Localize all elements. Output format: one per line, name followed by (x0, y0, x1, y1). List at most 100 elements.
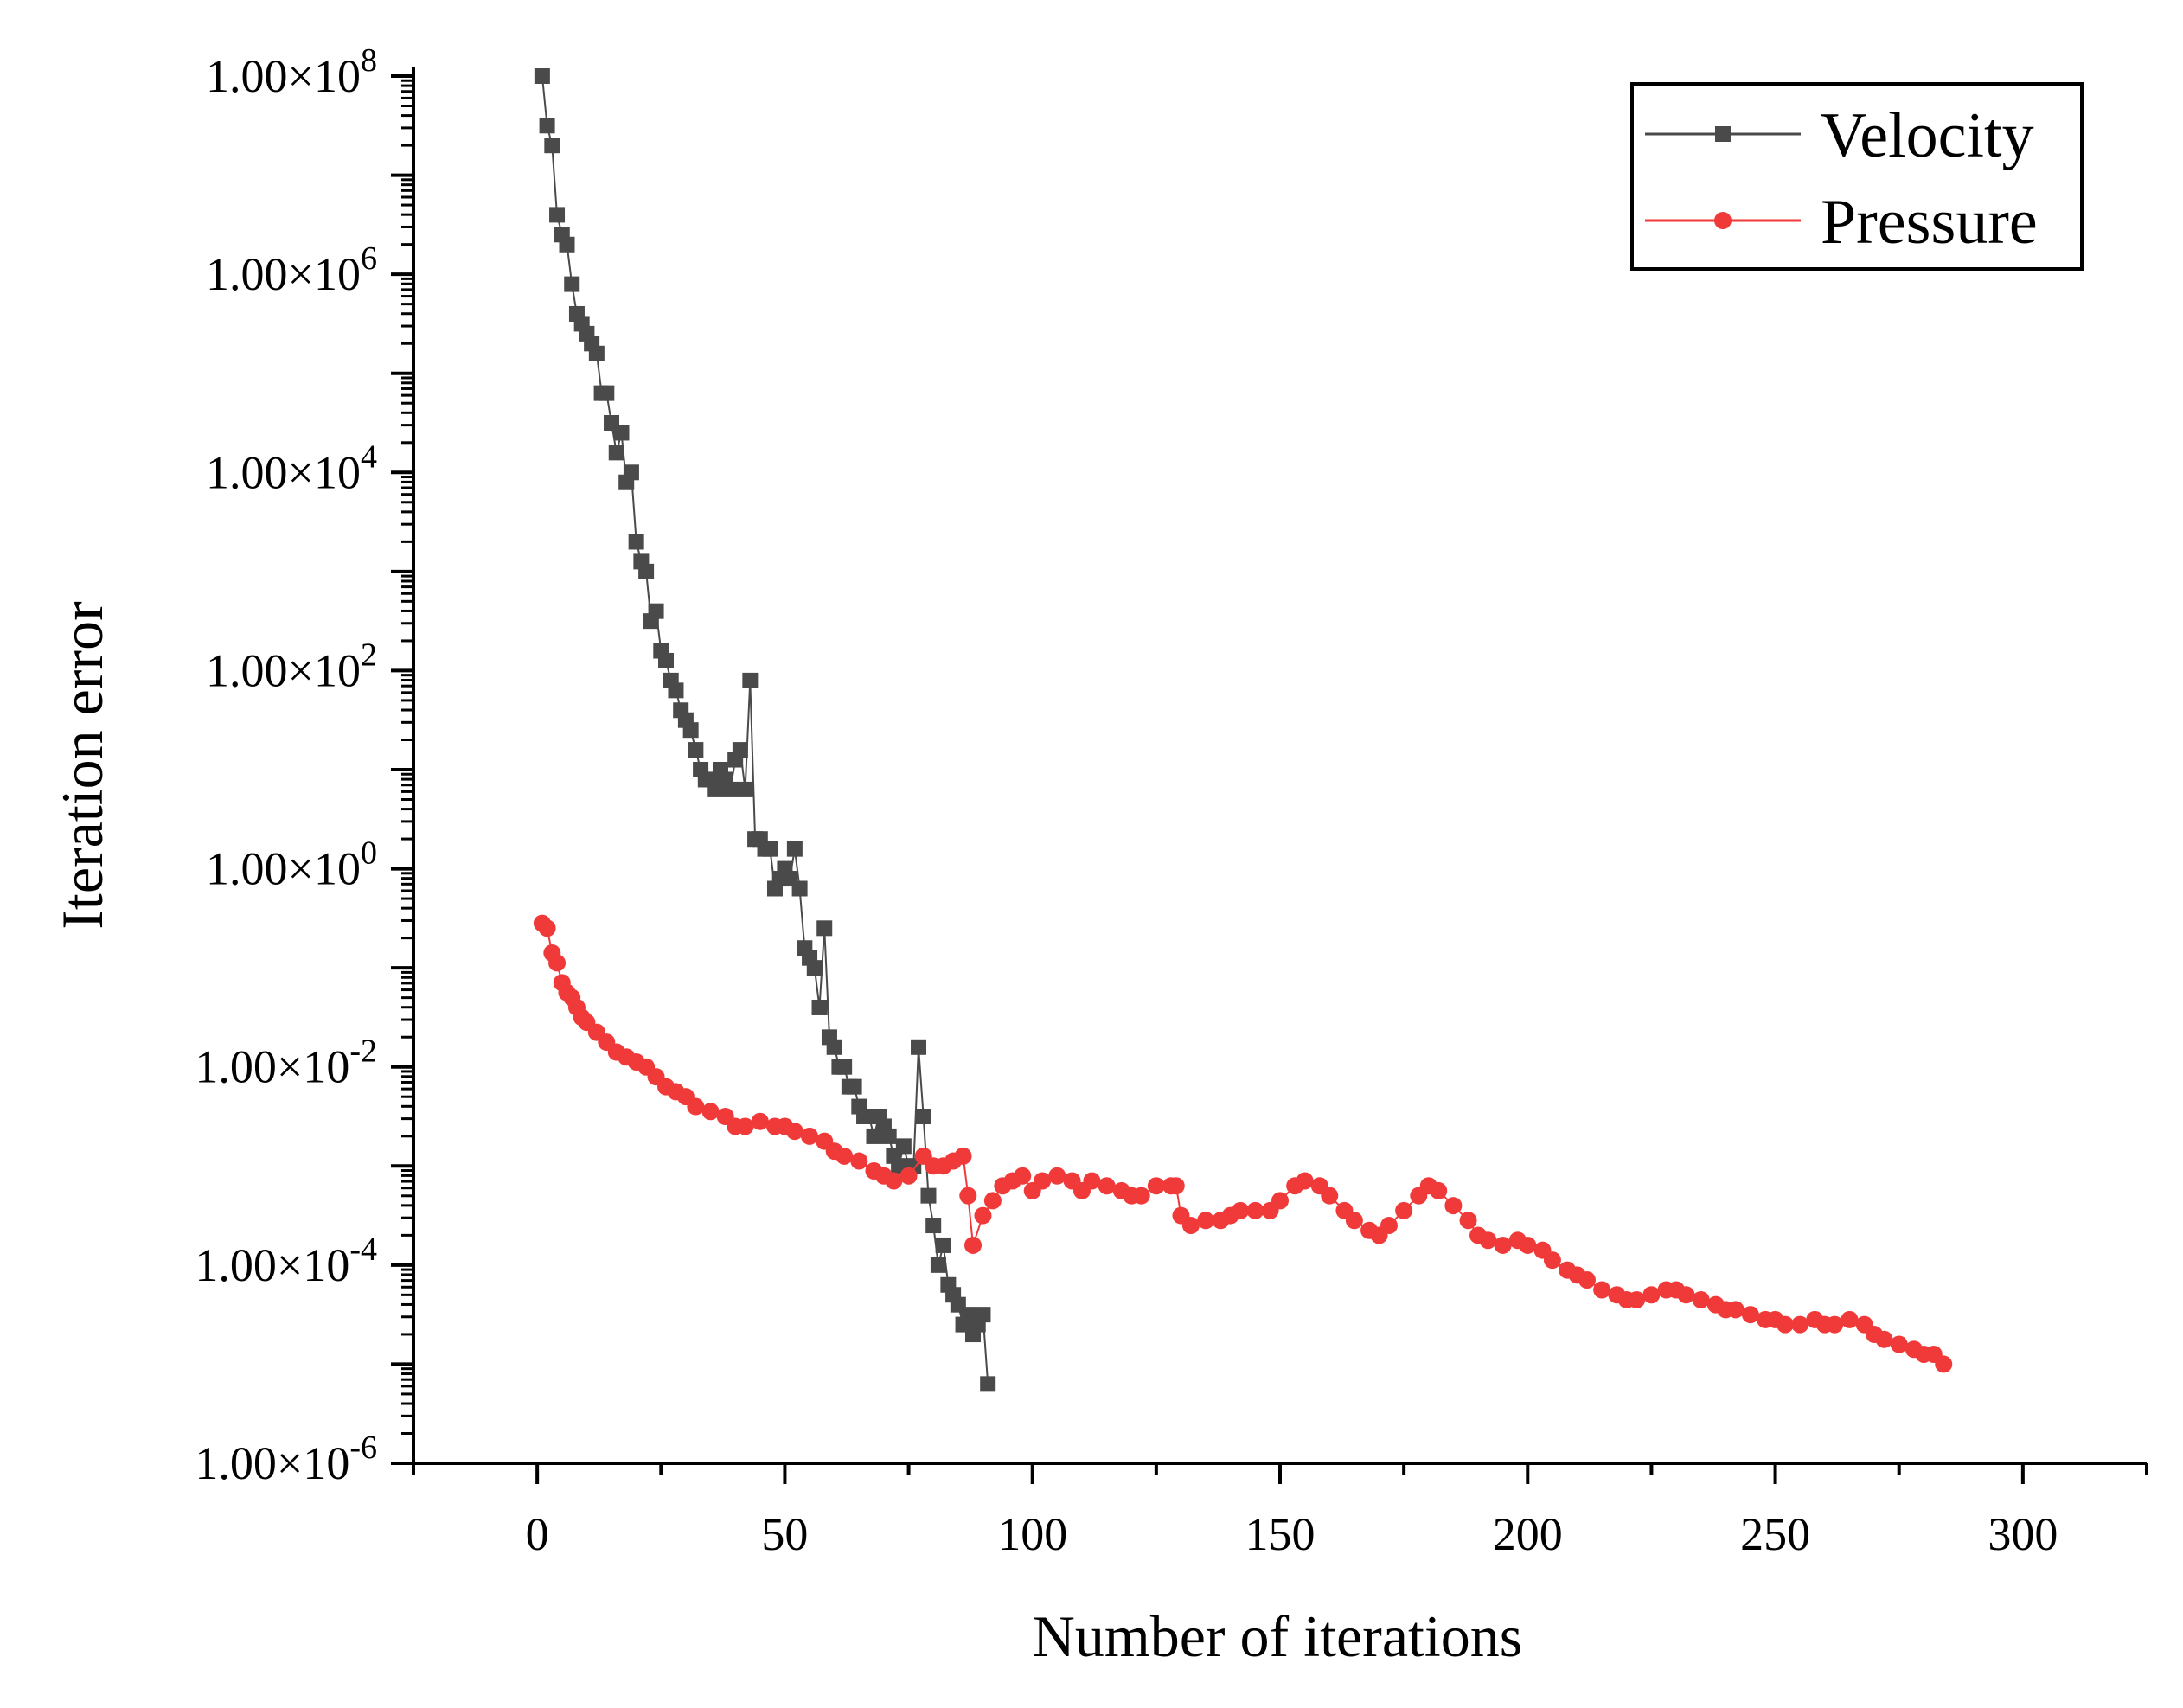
velocity-point (975, 1307, 991, 1323)
pressure-point (1578, 1271, 1596, 1289)
velocity-point (564, 276, 580, 292)
x-tick-label: 150 (1245, 1508, 1316, 1560)
axes: 0 50 100 150 200 250 300 1.00×108 1.00×106 1.00×1… (195, 42, 2148, 1560)
velocity-point (638, 563, 655, 579)
velocity-point (608, 445, 624, 461)
velocity-point (682, 722, 699, 739)
velocity-point (559, 236, 575, 253)
pressure-point (538, 919, 556, 937)
velocity-point (920, 1187, 937, 1204)
pressure-point (1430, 1181, 1448, 1199)
velocity-point (549, 207, 566, 223)
y-axis-title: Iteration error (49, 601, 115, 930)
y-tick-label: 1.00×102 (206, 637, 377, 696)
x-tick-label: 100 (997, 1508, 1067, 1560)
pressure-point (1246, 1201, 1264, 1219)
plot-series (533, 68, 1953, 1392)
velocity-point (688, 742, 704, 758)
velocity-point (668, 682, 684, 699)
velocity-point (846, 1078, 862, 1095)
pressure-point (1380, 1217, 1398, 1235)
pressure-point (1321, 1187, 1339, 1205)
pressure-point (899, 1167, 918, 1185)
pressure-point (1232, 1201, 1250, 1219)
pressure-point (1935, 1355, 1953, 1373)
pressure-point (1593, 1281, 1611, 1299)
legend-label-velocity: Velocity (1821, 100, 2034, 171)
pressure-point (1132, 1187, 1150, 1205)
y-tick-label: 1.00×104 (206, 438, 377, 498)
y-tick-label: 1.00×10-6 (195, 1430, 377, 1489)
pressure-point (1543, 1251, 1561, 1270)
pressure-point (1677, 1286, 1695, 1304)
pressure-point (1271, 1192, 1289, 1210)
velocity-point (599, 385, 615, 401)
velocity-point (544, 138, 560, 154)
pressure-point (1048, 1167, 1066, 1185)
velocity-point (658, 652, 675, 668)
pressure-point (850, 1152, 868, 1170)
x-tick-label: 250 (1740, 1508, 1810, 1560)
velocity-point (648, 603, 664, 619)
pressure-point (1519, 1236, 1537, 1254)
velocity-point (628, 534, 644, 550)
velocity-point (737, 781, 753, 797)
velocity-point (836, 1059, 853, 1075)
velocity-point (534, 68, 550, 84)
velocity-point (732, 742, 748, 758)
y-tick-label: 1.00×10-2 (195, 1033, 377, 1093)
pressure-point (835, 1147, 854, 1165)
series-velocity (534, 68, 996, 1392)
velocity-point (539, 118, 555, 134)
velocity-point (915, 1109, 931, 1124)
velocity-point (588, 345, 605, 361)
pressure-point (1628, 1290, 1646, 1308)
velocity-point (911, 1039, 927, 1055)
velocity-point (623, 464, 639, 481)
velocity-point (613, 425, 630, 441)
pressure-point (1395, 1201, 1413, 1219)
legend-marker-velocity (1715, 126, 1731, 142)
pressure-point (1642, 1286, 1661, 1304)
pressure-point (1098, 1177, 1116, 1195)
pressure-point (1826, 1315, 1844, 1334)
pressure-point (1197, 1212, 1215, 1230)
series-pressure (533, 914, 1953, 1373)
pressure-point (1181, 1217, 1200, 1235)
x-tick-label: 200 (1493, 1508, 1563, 1560)
x-axis-title: Number of iterations (1033, 1603, 1523, 1669)
y-tick-label: 1.00×10-4 (195, 1231, 377, 1291)
legend-label-pressure: Pressure (1821, 187, 2038, 258)
pressure-point (736, 1117, 754, 1135)
pressure-point (1841, 1310, 1859, 1328)
velocity-point (930, 1257, 946, 1273)
pressure-point (1875, 1330, 1893, 1348)
pressure-point (1776, 1315, 1795, 1334)
pressure-point (964, 1236, 983, 1254)
pressure-point (801, 1127, 819, 1145)
y-tick-label: 1.00×100 (206, 835, 377, 895)
velocity-point (925, 1218, 942, 1234)
pressure-point (885, 1172, 903, 1190)
pressure-point (974, 1206, 992, 1225)
velocity-point (742, 672, 759, 688)
velocity-point (980, 1376, 996, 1392)
pressure-point (1726, 1301, 1744, 1319)
legend: Velocity Pressure (1630, 82, 2084, 271)
velocity-point (935, 1237, 951, 1253)
pressure-point (1345, 1212, 1363, 1230)
pressure-point (1147, 1177, 1165, 1195)
pressure-point (1296, 1172, 1314, 1190)
pressure-point (983, 1192, 1002, 1210)
pressure-point (548, 954, 567, 972)
pressure-point (1034, 1172, 1052, 1190)
velocity-point (786, 841, 803, 857)
pressure-point (1167, 1177, 1185, 1195)
velocity-point (762, 841, 778, 857)
pressure-point (701, 1103, 720, 1121)
x-tick-label: 300 (1988, 1508, 2058, 1560)
y-tick-label: 1.00×108 (206, 42, 377, 102)
velocity-point (811, 999, 828, 1015)
pressure-point (1692, 1290, 1710, 1308)
